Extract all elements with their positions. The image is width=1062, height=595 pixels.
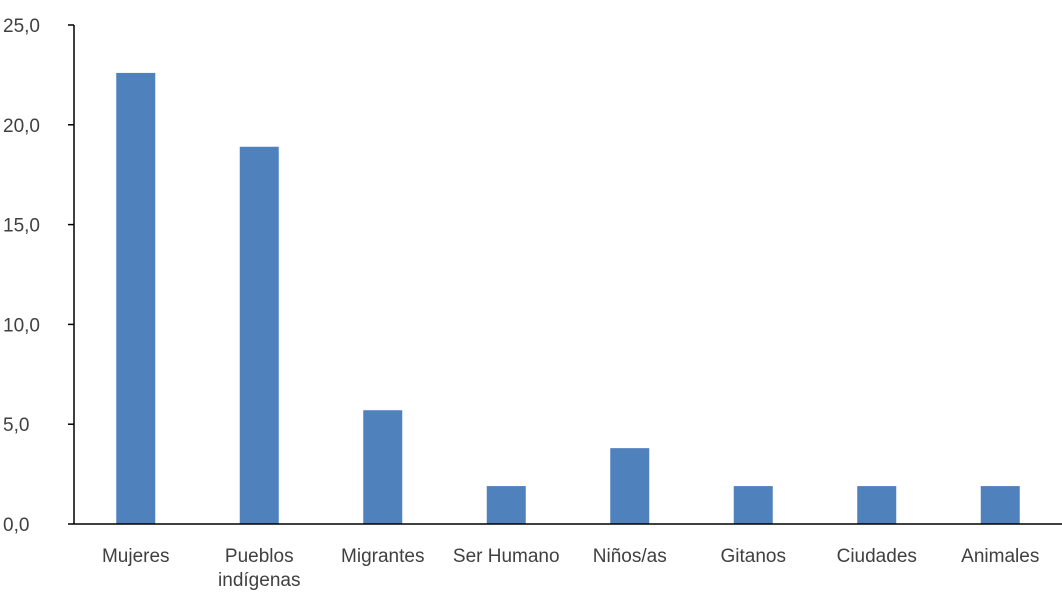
x-category-label-line: Niños/as [593,546,667,567]
x-category-label: Animales [961,546,1039,567]
y-tick-label: 10,0 [3,315,40,336]
bar [610,448,650,524]
bar [980,486,1020,524]
x-category-label: Migrantes [341,546,424,567]
y-tick-label: 5,0 [3,415,29,436]
bars [116,72,1020,525]
x-category-label-line: Mujeres [102,546,170,567]
x-category-label: Gitanos [721,546,786,567]
x-category-label: Niños/as [593,546,667,567]
x-category-label-line: Ciudades [837,546,917,567]
y-tick-label: 20,0 [3,116,40,137]
bar [239,146,279,525]
bar [116,72,156,525]
bar [733,486,773,524]
y-tick-label: 25,0 [3,16,40,37]
x-category-label-line: Ser Humano [453,546,560,567]
bar [363,410,403,524]
x-category-label: Ser Humano [453,546,560,567]
bar [857,486,897,524]
x-category-label: Mujeres [102,546,170,567]
y-tick-label: 0,0 [3,515,29,536]
x-category-label-line: indígenas [218,570,300,591]
x-category-label-line: Pueblos [225,546,294,567]
x-axis-labels: Mujeres Pueblos indígenas Migrantes Ser Huma… [102,546,1039,591]
x-category-label: Ciudades [837,546,917,567]
x-category-label-line: Gitanos [721,546,786,567]
y-axis-ticks: 0,0 5,0 10,0 15,0 20,0 25,0 [3,16,74,536]
bar [486,486,526,524]
x-category-label-line: Migrantes [341,546,424,567]
x-category-label-line: Animales [961,546,1039,567]
x-category-label: Pueblos indígenas [218,546,300,591]
y-tick-label: 15,0 [3,216,40,237]
